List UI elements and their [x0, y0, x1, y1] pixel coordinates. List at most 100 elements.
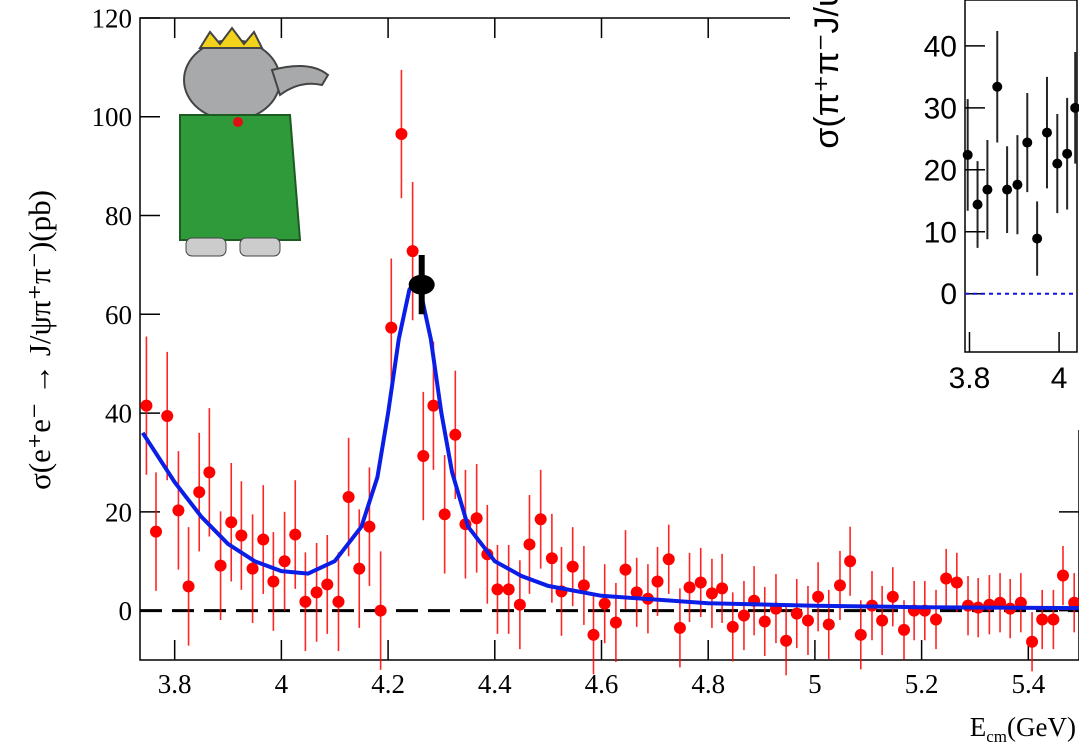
data-point — [278, 555, 291, 568]
data-point — [992, 81, 1003, 92]
y-tick-label: 20 — [924, 154, 957, 187]
inset-background — [790, 0, 1079, 430]
x-tick-label: 4 — [1051, 362, 1068, 395]
y-tick-label: 80 — [105, 201, 132, 231]
data-point — [406, 245, 419, 258]
data-point — [630, 586, 643, 599]
x-label-main: E — [970, 712, 987, 742]
data-point — [1026, 635, 1039, 648]
y-axis-label: σ(e⁺e⁻ → J/ψπ⁺π⁻)(pb) — [22, 190, 57, 490]
x-tick-label: 5 — [808, 669, 822, 699]
data-point — [1041, 127, 1052, 138]
data-point — [534, 513, 547, 526]
data-point — [1032, 233, 1043, 244]
data-point — [150, 525, 163, 538]
data-point — [161, 410, 174, 423]
data-point — [1047, 613, 1060, 626]
data-point — [214, 559, 227, 572]
data-point — [321, 578, 334, 591]
y-tick-label: 30 — [924, 92, 957, 125]
data-point — [1056, 569, 1069, 582]
data-point — [374, 604, 387, 617]
data-point — [1062, 148, 1073, 159]
data-point — [598, 597, 611, 610]
data-point — [140, 399, 153, 412]
data-point — [972, 199, 983, 210]
data-point — [470, 512, 483, 525]
data-point — [1002, 184, 1013, 195]
x-label-unit: (GeV) — [1007, 712, 1076, 742]
x-tick-label: 3.8 — [949, 362, 991, 395]
data-point — [737, 609, 750, 622]
data-point — [449, 428, 462, 441]
x-label-sub: cm — [986, 727, 1007, 745]
data-point — [673, 621, 686, 634]
data-point — [898, 623, 911, 636]
y-tick-label: 100 — [92, 102, 133, 132]
plot-frame — [964, 0, 1078, 353]
data-point — [566, 560, 579, 573]
y-axis-label: σ(π⁺π⁻J/ψ) — [808, 0, 846, 149]
data-point — [289, 528, 302, 541]
y-tick-label: 40 — [924, 30, 957, 63]
data-point — [502, 583, 515, 596]
y-tick-label: 0 — [119, 596, 133, 626]
data-point — [876, 614, 889, 627]
mascot — [179, 26, 330, 257]
data-point — [854, 628, 867, 641]
data-point — [1052, 158, 1063, 169]
data-point — [1022, 137, 1033, 148]
inset-plot: 0 10 20 30 40 3.8 4 σ(π⁺π⁻J/ψ) — [808, 0, 1079, 395]
plot-frame — [139, 17, 1079, 661]
data-point — [385, 321, 398, 334]
data-point — [203, 466, 216, 479]
data-point — [310, 586, 323, 599]
x-tick-label: 5.4 — [1011, 669, 1045, 699]
data-point — [962, 149, 973, 160]
data-point — [726, 620, 739, 633]
data-point — [801, 614, 814, 627]
data-point — [417, 450, 430, 463]
data-point — [1012, 179, 1023, 190]
x-tick-label: 4.6 — [585, 669, 619, 699]
data-point — [812, 590, 825, 603]
data-point — [822, 618, 835, 631]
data-point — [363, 520, 376, 533]
y-tick-label: 0 — [940, 278, 957, 311]
data-point — [716, 582, 729, 595]
data-point — [299, 595, 312, 608]
data-point — [651, 575, 664, 588]
data-point — [545, 552, 558, 565]
data-point — [172, 504, 185, 517]
data-point — [1068, 596, 1079, 609]
y-tick-label: 60 — [105, 300, 132, 330]
data-point — [587, 628, 600, 641]
data-point — [705, 587, 718, 600]
data-point — [1036, 613, 1049, 626]
data-point — [758, 615, 771, 628]
data-point — [619, 563, 632, 576]
x-tick-label: 4 — [275, 669, 289, 699]
data-point — [683, 581, 696, 594]
data-point — [257, 533, 270, 546]
data-point — [886, 590, 899, 603]
x-tick-label: 5.2 — [905, 669, 939, 699]
data-point — [408, 274, 435, 295]
data-point — [982, 184, 993, 195]
x-tick-label: 4.4 — [478, 669, 512, 699]
data-point — [267, 575, 280, 588]
data-point — [950, 576, 963, 589]
y-tick-label: 40 — [105, 399, 132, 429]
data-point — [427, 399, 440, 412]
y-tick-label: 120 — [92, 3, 133, 33]
data-point — [193, 486, 206, 499]
y-tick-label: 20 — [105, 497, 132, 527]
data-point — [833, 579, 846, 592]
data-point — [844, 555, 857, 568]
data-point — [780, 634, 793, 647]
data-point — [940, 572, 953, 585]
data-point — [790, 607, 803, 620]
